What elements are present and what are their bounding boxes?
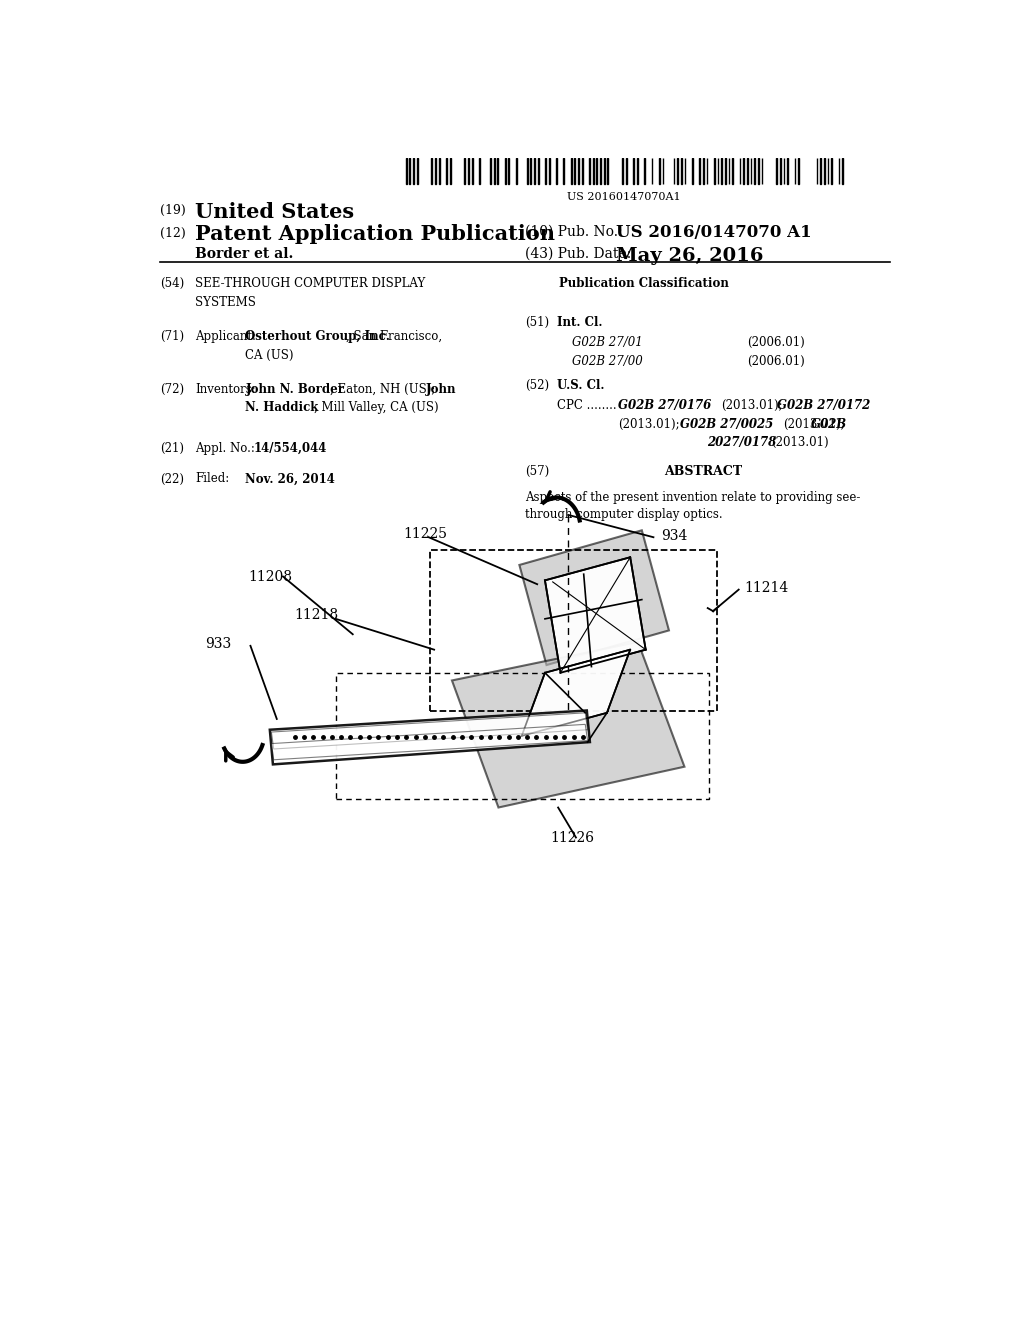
Text: Applicant:: Applicant: [196,330,256,343]
Bar [758,158,760,183]
Text: US 20160147070A1: US 20160147070A1 [567,191,681,202]
Bar [604,158,605,183]
Text: Aspects of the present invention relate to providing see-: Aspects of the present invention relate … [524,491,860,504]
Text: (2013.01);: (2013.01); [782,417,845,430]
Text: (21): (21) [160,442,183,455]
Text: Int. Cl.: Int. Cl. [557,315,602,329]
Text: , Eaton, NH (US);: , Eaton, NH (US); [331,383,436,396]
Bar [692,158,693,183]
Text: (19): (19) [160,205,185,216]
Bar [725,158,726,183]
Text: (72): (72) [160,383,184,396]
Bar [336,673,710,799]
Text: (54): (54) [160,277,184,290]
Polygon shape [519,531,669,665]
Text: G02B 27/01: G02B 27/01 [572,337,643,350]
Text: (12): (12) [160,227,185,239]
Text: US 2016/0147070 A1: US 2016/0147070 A1 [616,224,812,242]
Text: U.S. Cl.: U.S. Cl. [557,379,604,392]
Text: United States: United States [196,202,354,222]
Bar [538,158,540,183]
Text: G02B 27/0025: G02B 27/0025 [680,417,773,430]
Text: Border et al.: Border et al. [196,247,294,261]
Text: G02B 27/0176: G02B 27/0176 [618,399,712,412]
Text: 11218: 11218 [295,609,339,622]
Bar [593,158,594,183]
Bar [494,158,496,183]
Text: (43) Pub. Date:: (43) Pub. Date: [524,247,631,261]
Bar [438,158,440,183]
Text: SEE-THROUGH COMPUTER DISPLAY: SEE-THROUGH COMPUTER DISPLAY [196,277,426,290]
Text: (51): (51) [524,315,549,329]
Polygon shape [271,713,588,748]
Text: Publication Classification: Publication Classification [559,277,729,290]
Text: G02B: G02B [811,417,847,430]
Bar [637,158,638,183]
Text: 11208: 11208 [248,569,292,583]
Text: John: John [426,383,456,396]
Text: 14/554,044: 14/554,044 [253,442,327,455]
Text: (2013.01);: (2013.01); [618,417,680,430]
Bar [824,158,825,183]
Text: (2006.01): (2006.01) [748,337,805,350]
Text: Patent Application Publication: Patent Application Publication [196,224,555,244]
Bar [406,158,408,183]
Bar [450,158,452,183]
Text: Appl. No.:: Appl. No.: [196,442,255,455]
Text: (52): (52) [524,379,549,392]
Polygon shape [271,725,588,760]
Polygon shape [270,710,590,764]
Bar [714,158,716,183]
Bar [417,158,419,183]
Bar [681,158,682,183]
Text: Nov. 26, 2014: Nov. 26, 2014 [246,473,335,486]
Text: John N. Border: John N. Border [246,383,344,396]
Bar [746,158,749,183]
Text: Inventors:: Inventors: [196,383,256,396]
Text: (2013.01): (2013.01) [771,436,828,449]
Bar [505,158,507,183]
Bar [472,158,473,183]
Text: May 26, 2016: May 26, 2016 [616,247,764,265]
Text: 933: 933 [206,636,231,651]
Text: (2013.01);: (2013.01); [722,399,783,412]
Text: G02B 27/00: G02B 27/00 [572,355,643,367]
Text: 11225: 11225 [403,527,447,541]
Bar [516,158,517,183]
Polygon shape [521,649,630,737]
Text: (22): (22) [160,473,183,486]
Bar [430,549,717,711]
Text: , San Francisco,: , San Francisco, [346,330,442,343]
Text: ABSTRACT: ABSTRACT [665,466,742,478]
Bar [658,158,660,183]
Text: SYSTEMS: SYSTEMS [196,296,256,309]
Text: 2027/0178: 2027/0178 [708,436,776,449]
Bar [626,158,628,183]
Bar [570,158,572,183]
Text: (57): (57) [524,466,549,478]
Text: through computer display optics.: through computer display optics. [524,508,722,521]
Text: (10) Pub. No.:: (10) Pub. No.: [524,224,623,239]
Bar [549,158,550,183]
Text: (2006.01): (2006.01) [748,355,805,367]
Text: CA (US): CA (US) [246,348,294,362]
Text: , Mill Valley, CA (US): , Mill Valley, CA (US) [314,401,439,414]
Bar [780,158,781,183]
Bar [702,158,705,183]
Text: CPC ........: CPC ........ [557,399,616,412]
Polygon shape [452,642,684,808]
Text: 11226: 11226 [550,830,594,845]
Text: 11214: 11214 [744,581,788,595]
Text: G02B 27/0172: G02B 27/0172 [777,399,870,412]
Text: Filed:: Filed: [196,473,229,486]
Text: Osterhout Group, Inc.: Osterhout Group, Inc. [246,330,390,343]
Text: N. Haddick: N. Haddick [246,401,318,414]
Bar [526,158,528,183]
Bar [582,158,584,183]
Text: (71): (71) [160,330,184,343]
Polygon shape [545,557,646,673]
Text: 934: 934 [662,529,687,543]
